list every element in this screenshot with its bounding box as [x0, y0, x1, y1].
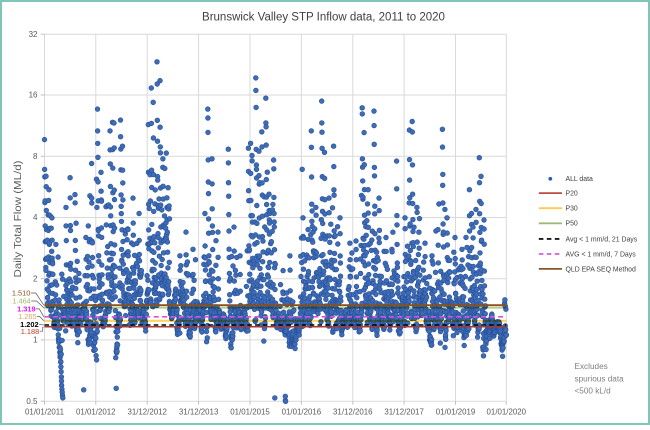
svg-text:Excludes: Excludes: [575, 362, 608, 371]
svg-text:P50: P50: [566, 221, 578, 228]
svg-text:31/12/2016: 31/12/2016: [333, 408, 373, 417]
svg-text:QLD EPA SEQ Method: QLD EPA SEQ Method: [566, 266, 637, 273]
svg-text:Daily Total Flow (ML/d): Daily Total Flow (ML/d): [13, 161, 24, 278]
svg-text:31/12/2013: 31/12/2013: [179, 408, 219, 417]
svg-text:31/12/2012: 31/12/2012: [127, 408, 167, 417]
svg-text:1.510: 1.510: [12, 289, 31, 298]
svg-text:2: 2: [33, 274, 38, 283]
svg-text:0.5: 0.5: [26, 397, 38, 406]
svg-text:1.464: 1.464: [12, 297, 31, 306]
svg-text:01/01/2020: 01/01/2020: [487, 408, 527, 417]
svg-text:<500 kL/d: <500 kL/d: [575, 387, 612, 396]
svg-text:01/01/2012: 01/01/2012: [76, 408, 116, 417]
svg-text:4: 4: [33, 213, 38, 222]
svg-text:1.202: 1.202: [20, 320, 39, 329]
svg-text:32: 32: [29, 30, 38, 39]
svg-text:1.319: 1.319: [17, 305, 36, 314]
svg-text:P20: P20: [566, 191, 578, 198]
svg-text:01/01/2019: 01/01/2019: [436, 408, 476, 417]
svg-text:01/01/2015: 01/01/2015: [230, 408, 270, 417]
svg-text:1.265: 1.265: [18, 312, 37, 321]
svg-text:ALL data: ALL data: [566, 176, 593, 183]
svg-text:01/01/2011: 01/01/2011: [25, 408, 64, 417]
svg-text:P30: P30: [566, 206, 578, 213]
svg-text:AVG < 1 mm/d, 7 Days: AVG < 1 mm/d, 7 Days: [566, 251, 637, 258]
svg-text:8: 8: [33, 152, 38, 161]
svg-text:Avg < 1 mm/d, 21 Days: Avg < 1 mm/d, 21 Days: [566, 236, 638, 243]
svg-text:01/01/2016: 01/01/2016: [282, 408, 322, 417]
svg-text:16: 16: [29, 91, 38, 100]
svg-text:1.188: 1.188: [21, 327, 40, 336]
svg-text:Brunswick Valley STP Inflow da: Brunswick Valley STP Inflow data, 2011 t…: [202, 11, 445, 23]
svg-text:31/12/2017: 31/12/2017: [384, 408, 424, 417]
svg-text:spurious data: spurious data: [575, 374, 625, 383]
svg-text:1: 1: [33, 336, 38, 345]
